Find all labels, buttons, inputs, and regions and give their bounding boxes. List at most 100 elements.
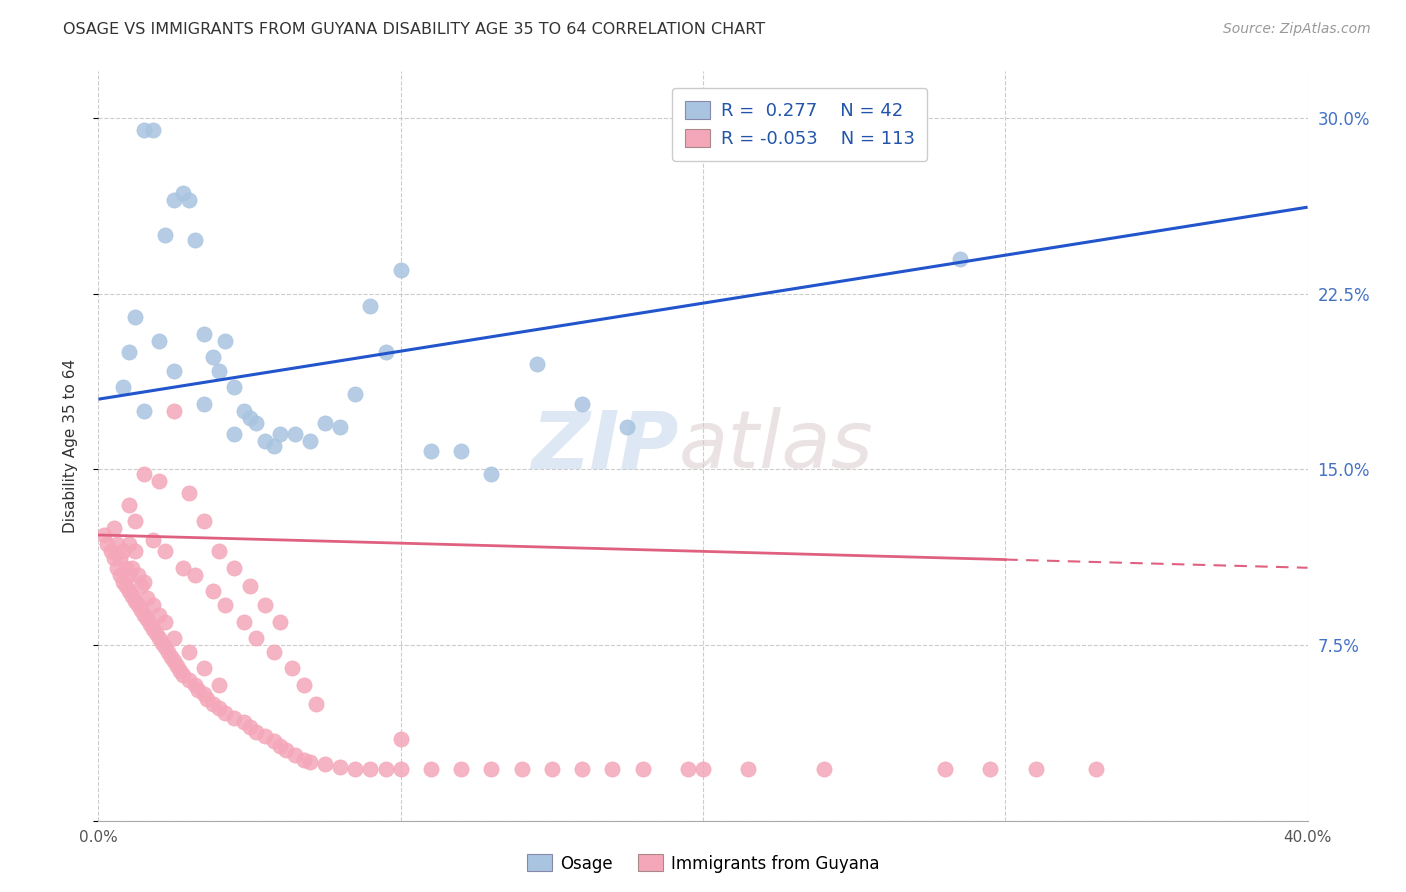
Point	[132, 607, 155, 622]
Point	[232, 715, 254, 730]
Point	[179, 645, 201, 659]
Point	[148, 607, 170, 622]
Point	[193, 326, 215, 341]
Point	[118, 567, 141, 582]
Point	[389, 731, 412, 746]
Text: OSAGE VS IMMIGRANTS FROM GUYANA DISABILITY AGE 35 TO 64 CORRELATION CHART: OSAGE VS IMMIGRANTS FROM GUYANA DISABILI…	[63, 22, 765, 37]
Legend: R =  0.277    N = 42, R = -0.053    N = 113: R = 0.277 N = 42, R = -0.053 N = 113	[672, 88, 928, 161]
Point	[142, 622, 165, 636]
Point	[108, 551, 131, 566]
Point	[616, 420, 638, 434]
Y-axis label: Disability Age 35 to 64: Disability Age 35 to 64	[63, 359, 77, 533]
Point	[269, 615, 291, 629]
Text: ZIP: ZIP	[531, 407, 679, 485]
Point	[132, 404, 155, 418]
Point	[153, 544, 176, 558]
Point	[139, 617, 162, 632]
Point	[389, 762, 412, 776]
Point	[284, 747, 307, 762]
Point	[263, 439, 285, 453]
Point	[105, 537, 128, 551]
Point	[118, 537, 141, 551]
Point	[169, 664, 191, 678]
Point	[979, 762, 1001, 776]
Point	[224, 427, 246, 442]
Point	[179, 485, 201, 500]
Point	[420, 762, 443, 776]
Point	[239, 411, 262, 425]
Point	[360, 762, 382, 776]
Point	[245, 416, 267, 430]
Point	[374, 345, 396, 359]
Point	[692, 762, 714, 776]
Point	[163, 404, 186, 418]
Point	[193, 514, 215, 528]
Point	[269, 427, 291, 442]
Point	[245, 724, 267, 739]
Point	[142, 123, 165, 137]
Point	[526, 357, 548, 371]
Point	[481, 467, 503, 482]
Point	[124, 310, 146, 325]
Point	[232, 615, 254, 629]
Point	[193, 661, 215, 675]
Text: atlas: atlas	[679, 407, 873, 485]
Point	[360, 298, 382, 313]
Point	[96, 537, 118, 551]
Point	[153, 615, 176, 629]
Legend: Osage, Immigrants from Guyana: Osage, Immigrants from Guyana	[520, 847, 886, 880]
Point	[195, 692, 218, 706]
Point	[292, 678, 315, 692]
Point	[142, 533, 165, 547]
Point	[202, 350, 225, 364]
Point	[127, 567, 149, 582]
Point	[179, 673, 201, 688]
Point	[239, 720, 262, 734]
Point	[934, 762, 956, 776]
Point	[187, 682, 209, 697]
Point	[676, 762, 699, 776]
Point	[208, 364, 231, 378]
Point	[114, 561, 136, 575]
Point	[135, 612, 157, 626]
Point	[239, 580, 262, 594]
Point	[118, 345, 141, 359]
Point	[132, 123, 155, 137]
Point	[93, 528, 115, 542]
Point	[202, 584, 225, 599]
Point	[129, 603, 152, 617]
Point	[813, 762, 835, 776]
Point	[163, 655, 186, 669]
Point	[281, 661, 304, 675]
Point	[214, 334, 236, 348]
Point	[214, 599, 236, 613]
Point	[145, 626, 167, 640]
Point	[111, 380, 134, 394]
Point	[202, 697, 225, 711]
Point	[314, 416, 336, 430]
Point	[329, 420, 352, 434]
Point	[224, 380, 246, 394]
Point	[540, 762, 562, 776]
Point	[208, 544, 231, 558]
Point	[299, 755, 322, 769]
Point	[253, 434, 276, 449]
Point	[100, 544, 122, 558]
Point	[132, 467, 155, 482]
Point	[193, 687, 215, 701]
Point	[1085, 762, 1108, 776]
Point	[108, 567, 131, 582]
Point	[263, 734, 285, 748]
Point	[510, 762, 533, 776]
Point	[208, 701, 231, 715]
Point	[481, 762, 503, 776]
Point	[263, 645, 285, 659]
Point	[214, 706, 236, 720]
Point	[329, 760, 352, 774]
Point	[1024, 762, 1046, 776]
Point	[105, 561, 128, 575]
Point	[118, 584, 141, 599]
Point	[184, 678, 207, 692]
Point	[121, 589, 143, 603]
Point	[253, 599, 276, 613]
